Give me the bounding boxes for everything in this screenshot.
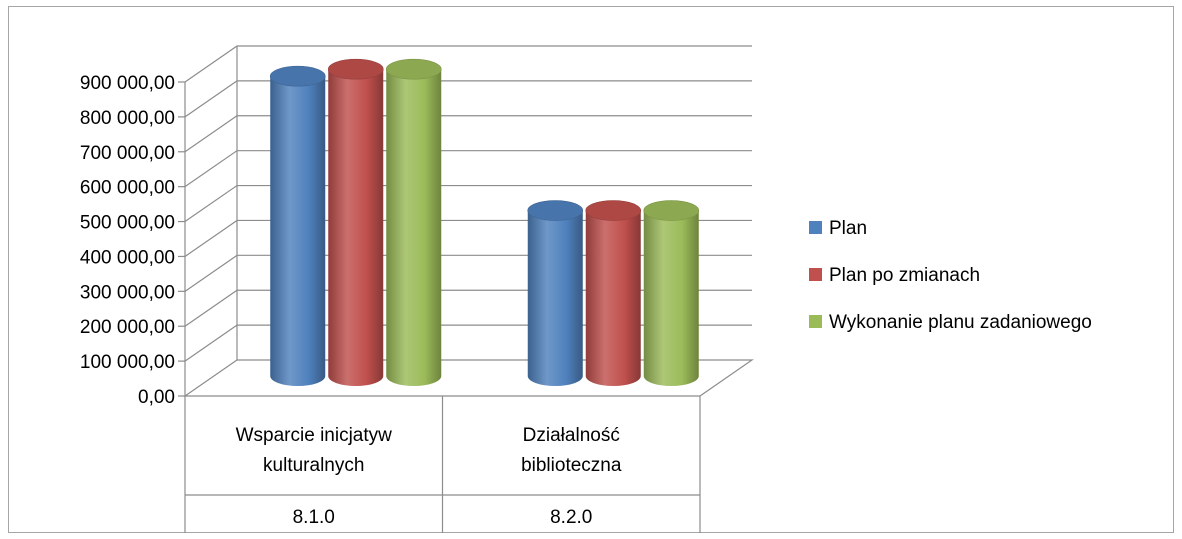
- y-tick-label: 700 000,00: [80, 143, 175, 164]
- legend: Plan Plan po zmianach Wykonanie planu zada…: [809, 218, 1092, 333]
- gridline: [184, 184, 752, 223]
- bars: [269, 58, 700, 387]
- bar-top: [327, 58, 384, 80]
- gridline: [184, 150, 752, 188]
- category-code: 8.2.0: [550, 507, 592, 528]
- category-label: Wsparcie inicjatyw: [236, 425, 393, 446]
- bar-body: [386, 69, 442, 387]
- chart-walls: [183, 46, 754, 397]
- category-label: biblioteczna: [521, 455, 622, 476]
- bar: [527, 200, 584, 387]
- gridline: [184, 45, 752, 83]
- bar-top: [269, 65, 326, 87]
- bar: [327, 58, 384, 387]
- bar: [585, 200, 642, 387]
- y-tick-label: 100 000,00: [80, 352, 175, 373]
- bar: [269, 65, 326, 387]
- bar-body: [527, 210, 583, 387]
- legend-swatch: [809, 315, 822, 328]
- y-tick-label: 0,00: [138, 387, 175, 408]
- y-axis-tick-labels: 0,00 100 000,00 200 000,00 300 000,00 400 00…: [80, 73, 175, 408]
- bar-body: [270, 76, 326, 387]
- bar-body: [585, 210, 641, 387]
- y-tick-label: 500 000,00: [80, 213, 175, 234]
- y-tick-label: 800 000,00: [80, 108, 175, 129]
- category-label: Działalność: [523, 425, 620, 446]
- gridline: [184, 80, 752, 118]
- y-tick-label: 900 000,00: [80, 73, 175, 94]
- legend-swatch: [809, 221, 822, 234]
- legend-label: Plan po zmianach: [829, 265, 980, 286]
- legend-label: Plan: [829, 218, 867, 239]
- category-label: kulturalnych: [263, 455, 364, 476]
- bar-top: [643, 200, 700, 221]
- y-tick-label: 200 000,00: [80, 317, 175, 338]
- bar-body: [643, 210, 699, 387]
- y-tick-label: 600 000,00: [80, 178, 175, 199]
- category-table: Wsparcie inicjatyw kulturalnych 8.1.0 Dział…: [184, 396, 701, 533]
- legend-label: Wykonanie planu zadaniowego: [829, 312, 1092, 333]
- y-tick-label: 300 000,00: [80, 282, 175, 303]
- bar-body: [328, 69, 384, 387]
- gridline: [184, 115, 752, 153]
- bar-top: [527, 200, 584, 221]
- legend-swatch: [809, 268, 822, 281]
- y-tick-label: 400 000,00: [80, 247, 175, 268]
- floor: [183, 359, 754, 397]
- bar-top: [385, 58, 442, 80]
- bar: [643, 200, 700, 387]
- bar: [385, 58, 442, 387]
- bar-top: [585, 200, 642, 221]
- category-code: 8.1.0: [293, 507, 335, 528]
